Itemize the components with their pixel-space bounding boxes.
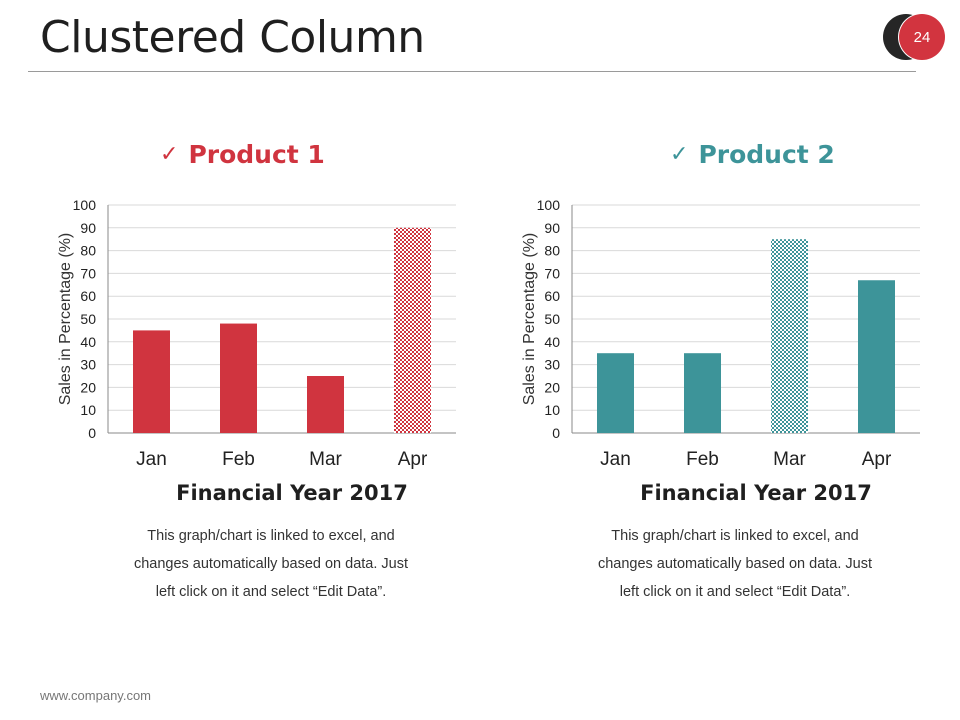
- description-line: changes automatically based on data. Jus…: [133, 556, 409, 572]
- bar-jan: [597, 353, 634, 433]
- product-2-label-text: Product 2: [698, 140, 835, 169]
- product-2-description: This graph/chart is linked to excel, and…: [575, 522, 895, 606]
- product-1-label: ✓ Product 1: [160, 140, 325, 169]
- y-tick-label: 100: [537, 197, 561, 213]
- bar-feb: [684, 353, 721, 433]
- y-tick-label: 30: [544, 357, 560, 373]
- product-2-chart: 0 10 20 30 40 50 60 70 80 90 100 Sales in Percentag…: [521, 197, 920, 470]
- y-tick-label: 40: [544, 334, 560, 350]
- y-tick-label: 30: [80, 357, 96, 373]
- product-1-description: This graph/chart is linked to excel, and…: [111, 522, 431, 606]
- y-tick-label: 20: [544, 379, 560, 395]
- bar-mar: [307, 376, 344, 433]
- x-tick-label: Feb: [686, 449, 719, 470]
- y-tick-label: 10: [80, 402, 96, 418]
- title-divider: [28, 71, 916, 72]
- page-number-badge: 24: [899, 14, 945, 60]
- y-axis-label: Sales in Percentage (%): [521, 233, 538, 406]
- y-tick-label: 100: [73, 197, 97, 213]
- product-2-label: ✓ Product 2: [670, 140, 835, 169]
- bar-apr: [394, 227, 431, 433]
- x-tick-label: Jan: [136, 449, 167, 470]
- product-1-xlabel: Financial Year 2017: [176, 481, 408, 505]
- y-tick-label: 60: [544, 288, 560, 304]
- y-tick-label: 70: [80, 265, 96, 281]
- x-tick-label: Apr: [862, 449, 892, 470]
- footer-url: www.company.com: [40, 688, 152, 703]
- x-tick-label: Apr: [398, 449, 428, 470]
- description-line: left click on it and select “Edit Data”.: [619, 584, 851, 600]
- y-tick-label: 90: [80, 220, 96, 236]
- bar-jan: [133, 330, 170, 433]
- bar-mar: [771, 239, 808, 433]
- y-tick-label: 20: [80, 379, 96, 395]
- y-tick-label: 80: [544, 243, 560, 259]
- description-line: left click on it and select “Edit Data”.: [155, 584, 387, 600]
- x-tick-label: Mar: [773, 449, 806, 470]
- x-tick-label: Feb: [222, 449, 255, 470]
- product-2-xlabel: Financial Year 2017: [640, 481, 872, 505]
- checkmark-icon: ✓: [160, 142, 179, 167]
- bar-apr: [858, 280, 895, 433]
- checkmark-icon: ✓: [670, 142, 689, 167]
- bar-feb: [220, 323, 257, 433]
- x-tick-label: Jan: [600, 449, 631, 470]
- y-tick-label: 90: [544, 220, 560, 236]
- y-tick-label: 60: [80, 288, 96, 304]
- y-tick-label: 0: [552, 425, 560, 441]
- description-line: This graph/chart is linked to excel, and: [611, 528, 859, 544]
- y-tick-label: 0: [88, 425, 96, 441]
- x-tick-label: Mar: [309, 449, 342, 470]
- y-tick-label: 80: [80, 243, 96, 259]
- y-tick-label: 70: [544, 265, 560, 281]
- description-line: changes automatically based on data. Jus…: [597, 556, 873, 572]
- y-tick-label: 50: [80, 311, 96, 327]
- product-1-chart: 0 10 20 30 40 50 60 70 80 90 100 Sales in Percentag…: [57, 197, 456, 470]
- product-1-label-text: Product 1: [188, 140, 325, 169]
- y-axis-label: Sales in Percentage (%): [57, 233, 74, 406]
- y-tick-label: 50: [544, 311, 560, 327]
- slide-title: Clustered Column: [40, 12, 425, 63]
- y-tick-label: 10: [544, 402, 560, 418]
- y-tick-label: 40: [80, 334, 96, 350]
- description-line: This graph/chart is linked to excel, and: [147, 528, 395, 544]
